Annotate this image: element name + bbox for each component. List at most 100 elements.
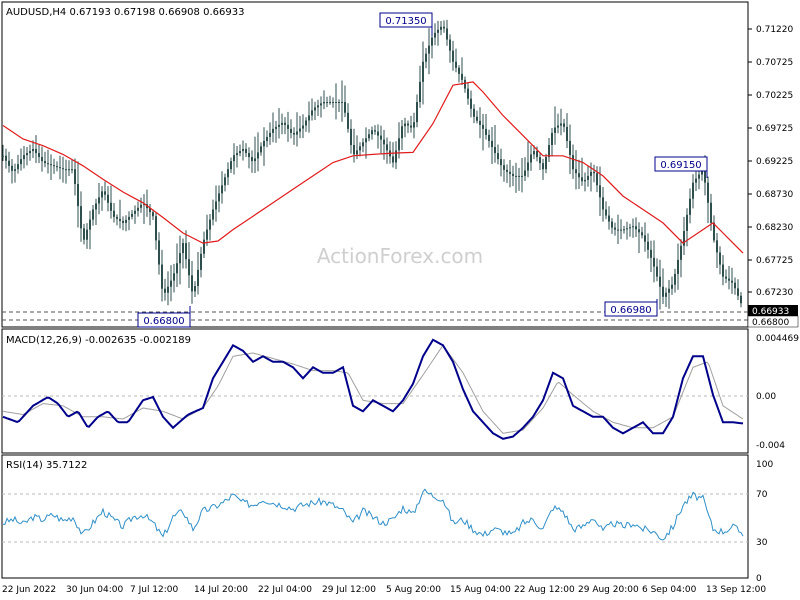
candle-body (158, 240, 160, 265)
candle-body (365, 138, 367, 143)
candle-body (692, 182, 694, 199)
candle-body (302, 125, 304, 129)
candle-body (653, 257, 655, 267)
candle-body (494, 147, 496, 154)
time-tick: 22 Jul 04:00 (258, 585, 312, 595)
time-tick: 13 Sep 12:00 (706, 585, 766, 595)
candle-body (212, 209, 214, 220)
candle-body (428, 45, 430, 54)
candle-body (530, 154, 532, 163)
candle-body (167, 286, 169, 293)
candle-body (722, 264, 724, 277)
candle-body (329, 102, 331, 104)
candle-body (731, 280, 733, 283)
time-tick: 5 Aug 20:00 (386, 585, 441, 595)
candle-body (176, 263, 178, 274)
candle-body (2, 155, 4, 157)
candle-body (80, 206, 82, 229)
price-tick: 0.67230 (756, 288, 793, 298)
candle-body (287, 124, 289, 129)
candle-body (404, 123, 406, 127)
candle-body (473, 108, 475, 117)
price-axis: 0.71220 0.70725 0.70225 0.69725 0.69225 … (748, 25, 793, 298)
candle-body (140, 204, 142, 208)
candle-body (227, 169, 229, 178)
candle-body (554, 127, 556, 133)
candle-body (143, 204, 145, 206)
candle-body (536, 151, 538, 158)
candle-body (68, 169, 70, 171)
annotation-text: 0.66980 (610, 305, 651, 316)
current-price-label: 0.66933 (752, 307, 789, 317)
candle-body (170, 280, 172, 287)
candle-body (104, 191, 106, 195)
candle-body (734, 282, 736, 289)
candle-body (422, 61, 424, 82)
candle-body (680, 245, 682, 260)
candle-body (41, 157, 43, 162)
candle-body (599, 185, 601, 198)
candle-body (617, 229, 619, 231)
candle-body (317, 105, 319, 108)
candle-body (26, 153, 28, 156)
candle-body (605, 209, 607, 216)
candle-body (524, 170, 526, 176)
candle-body (254, 158, 256, 162)
candle-body (77, 183, 79, 207)
candle-body (230, 161, 232, 170)
candle-body (341, 102, 343, 104)
candle-body (677, 259, 679, 274)
candle-body (596, 173, 598, 186)
candle-body (137, 207, 139, 211)
candle-body (281, 122, 283, 125)
time-axis: 22 Jun 2022 30 Jun 04:00 7 Jul 12:00 14 … (2, 585, 766, 595)
candle-body (374, 130, 376, 132)
ohlc-values: 0.67193 0.67198 0.66908 0.66933 (69, 7, 244, 18)
candle-body (725, 276, 727, 279)
candle-body (377, 131, 379, 136)
candle-body (83, 228, 85, 240)
macd-tick: 0.004469 (756, 334, 799, 344)
candle-body (563, 123, 565, 127)
candle-body (464, 79, 466, 89)
candle-body (344, 102, 346, 113)
price-tick: 0.67725 (756, 256, 793, 266)
candle-body (251, 157, 253, 162)
candle-body (506, 169, 508, 172)
candle-body (557, 125, 559, 128)
candle-body (683, 230, 685, 246)
candle-body (446, 28, 448, 40)
candle-body (581, 177, 583, 182)
candle-body (293, 132, 295, 135)
candle-body (20, 159, 22, 165)
candle-body (452, 50, 454, 62)
candle-body (566, 126, 568, 141)
candle-body (461, 73, 463, 80)
candle-body (701, 170, 703, 175)
candle-body (611, 221, 613, 228)
candle-body (347, 112, 349, 129)
symbol-label: AUDUSD,H4 (6, 7, 66, 18)
candle-body (668, 288, 670, 293)
annotation-text: 0.71350 (385, 16, 426, 27)
candle-body (113, 210, 115, 217)
signal-line (2, 344, 744, 434)
candle-body (695, 178, 697, 183)
annotation-swing-high: 0.69150 (654, 156, 708, 178)
candle-body (407, 123, 409, 126)
candle-body (275, 126, 277, 129)
candle-body (89, 219, 91, 230)
price-tick: 0.70225 (756, 91, 793, 101)
candle-body (242, 149, 244, 152)
candle-body (593, 171, 595, 174)
candle-body (185, 243, 187, 260)
annotation-support: 0.66800 (137, 306, 191, 328)
candle-body (638, 229, 640, 233)
candle-body (512, 173, 514, 176)
candle-body (419, 81, 421, 103)
candle-body (353, 145, 355, 155)
candle-body (689, 198, 691, 215)
candle-body (425, 53, 427, 62)
candle-body (263, 140, 265, 147)
candle-body (383, 139, 385, 145)
